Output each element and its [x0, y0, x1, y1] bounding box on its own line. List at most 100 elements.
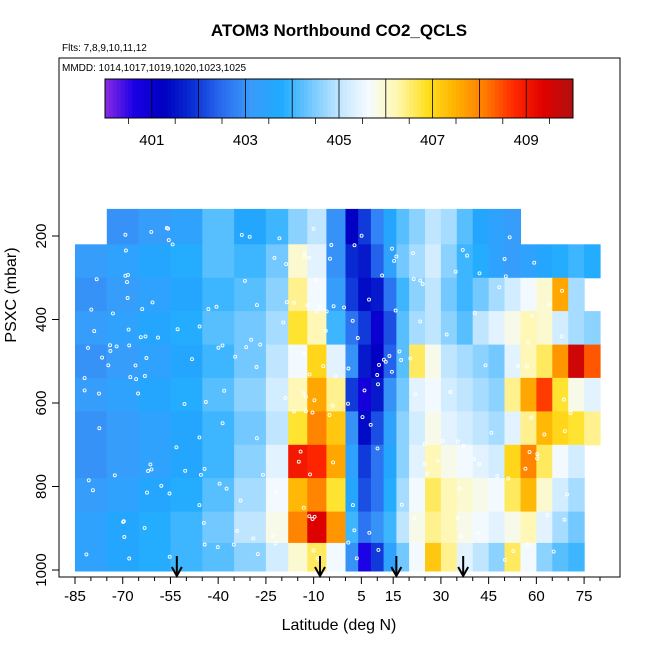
heatmap-cell [326, 377, 347, 412]
heatmap-cell [504, 444, 521, 479]
heatmap-cell [456, 244, 474, 279]
sample-marker [311, 226, 316, 231]
colorbar-segment [300, 79, 305, 118]
colorbar-segment [456, 79, 461, 118]
heatmap-cell [358, 277, 372, 312]
sample-marker [235, 528, 240, 533]
sample-marker [381, 357, 386, 362]
heatmap-cell [234, 344, 267, 379]
heatmap-cell [504, 478, 521, 513]
colorbar-segment [498, 79, 504, 118]
sample-marker [472, 311, 477, 315]
sample-marker [502, 257, 507, 261]
heatmap-cell [520, 511, 537, 544]
colorbar-segment [296, 79, 301, 118]
heatmap-cell [456, 377, 474, 412]
sample-marker [511, 549, 516, 554]
sample-marker [82, 388, 87, 393]
heatmap-cell [488, 511, 506, 544]
colorbar-segment [358, 79, 363, 118]
colorbar-segment [487, 79, 492, 118]
sample-marker [497, 285, 502, 290]
sample-marker [455, 515, 460, 520]
heatmap-cell [520, 411, 537, 446]
colorbar-segment [120, 79, 125, 118]
dates-label: MMDD: 1014,1017,1019,1020,1023,1025 [62, 63, 246, 74]
sample-marker [292, 409, 296, 414]
sample-marker [527, 450, 532, 455]
colorbar-segment [335, 79, 340, 118]
heatmap-cell [409, 208, 426, 245]
heatmap-cell [288, 277, 308, 312]
sample-marker [86, 478, 91, 483]
sample-marker [90, 488, 95, 493]
flights-label: Flts: 7,8,9,10,11,12 [62, 43, 147, 54]
sample-marker [435, 458, 440, 463]
sample-marker [202, 542, 207, 547]
heatmap-cell [358, 344, 372, 379]
heatmap-cell [202, 511, 235, 544]
heatmap-cell [106, 542, 140, 572]
colorbar-segment [409, 79, 414, 118]
heatmap-cell [370, 444, 385, 479]
heatmap-cell [440, 411, 458, 446]
colorbar-segment [140, 79, 145, 118]
heatmap-cell [265, 444, 289, 479]
colorbar-segment [311, 79, 317, 118]
heatmap-cell [383, 344, 397, 379]
sample-marker [530, 314, 535, 318]
sample-marker [84, 552, 89, 557]
colorbar-segment [362, 79, 367, 118]
heatmap-cell [568, 244, 585, 279]
colorbar-segment [495, 79, 500, 118]
heatmap-cell [584, 411, 601, 446]
colorbar-tick-label: 403 [233, 132, 258, 149]
sample-marker [312, 514, 317, 519]
sample-marker [133, 363, 138, 368]
heatmap-cell [234, 478, 267, 513]
colorbar-segment [491, 79, 496, 118]
sample-marker [197, 503, 202, 508]
sample-marker [222, 388, 227, 393]
sample-marker [329, 243, 334, 247]
heatmap-cell [234, 244, 267, 279]
colorbar-segment [183, 79, 188, 118]
colorbar-segment [514, 79, 519, 118]
colorbar-segment [233, 79, 239, 118]
sample-marker [311, 548, 316, 553]
sample-marker [244, 345, 249, 350]
colorbar-segment [378, 79, 383, 118]
sample-marker [123, 248, 128, 253]
heatmap-cell [568, 444, 585, 479]
sample-marker [420, 282, 425, 286]
heatmap-cell [358, 444, 372, 479]
x-tick-label: -55 [160, 588, 182, 605]
heatmap-cell [106, 478, 140, 513]
heatmap-cell [472, 277, 490, 312]
heatmap-cell [488, 311, 506, 346]
colorbar-segment [428, 79, 434, 118]
heatmap-cell [234, 311, 267, 346]
heatmap-cell [170, 377, 203, 412]
x-tick-label: -40 [207, 588, 229, 605]
sample-marker [136, 391, 141, 396]
colorbar-segment [108, 79, 114, 118]
heatmap-cell [265, 244, 289, 279]
colorbar-segment [155, 79, 161, 118]
heatmap-cell [568, 311, 585, 346]
x-axis-label: Latitude (deg N) [282, 617, 397, 634]
sample-marker [254, 436, 259, 441]
heatmap-cell [75, 478, 108, 513]
down-arrow-icon [390, 556, 403, 579]
heatmap-cell [504, 542, 521, 572]
heatmap-cell [536, 444, 553, 479]
sample-marker [303, 254, 307, 259]
heatmap-cell [358, 411, 372, 446]
heatmap-cell [170, 244, 203, 279]
heatmap-cell [536, 478, 553, 513]
heatmap-cell [202, 444, 235, 479]
colorbar-segment [393, 79, 398, 118]
sample-marker [535, 456, 540, 461]
sample-marker [247, 234, 252, 239]
sample-marker [202, 466, 207, 471]
